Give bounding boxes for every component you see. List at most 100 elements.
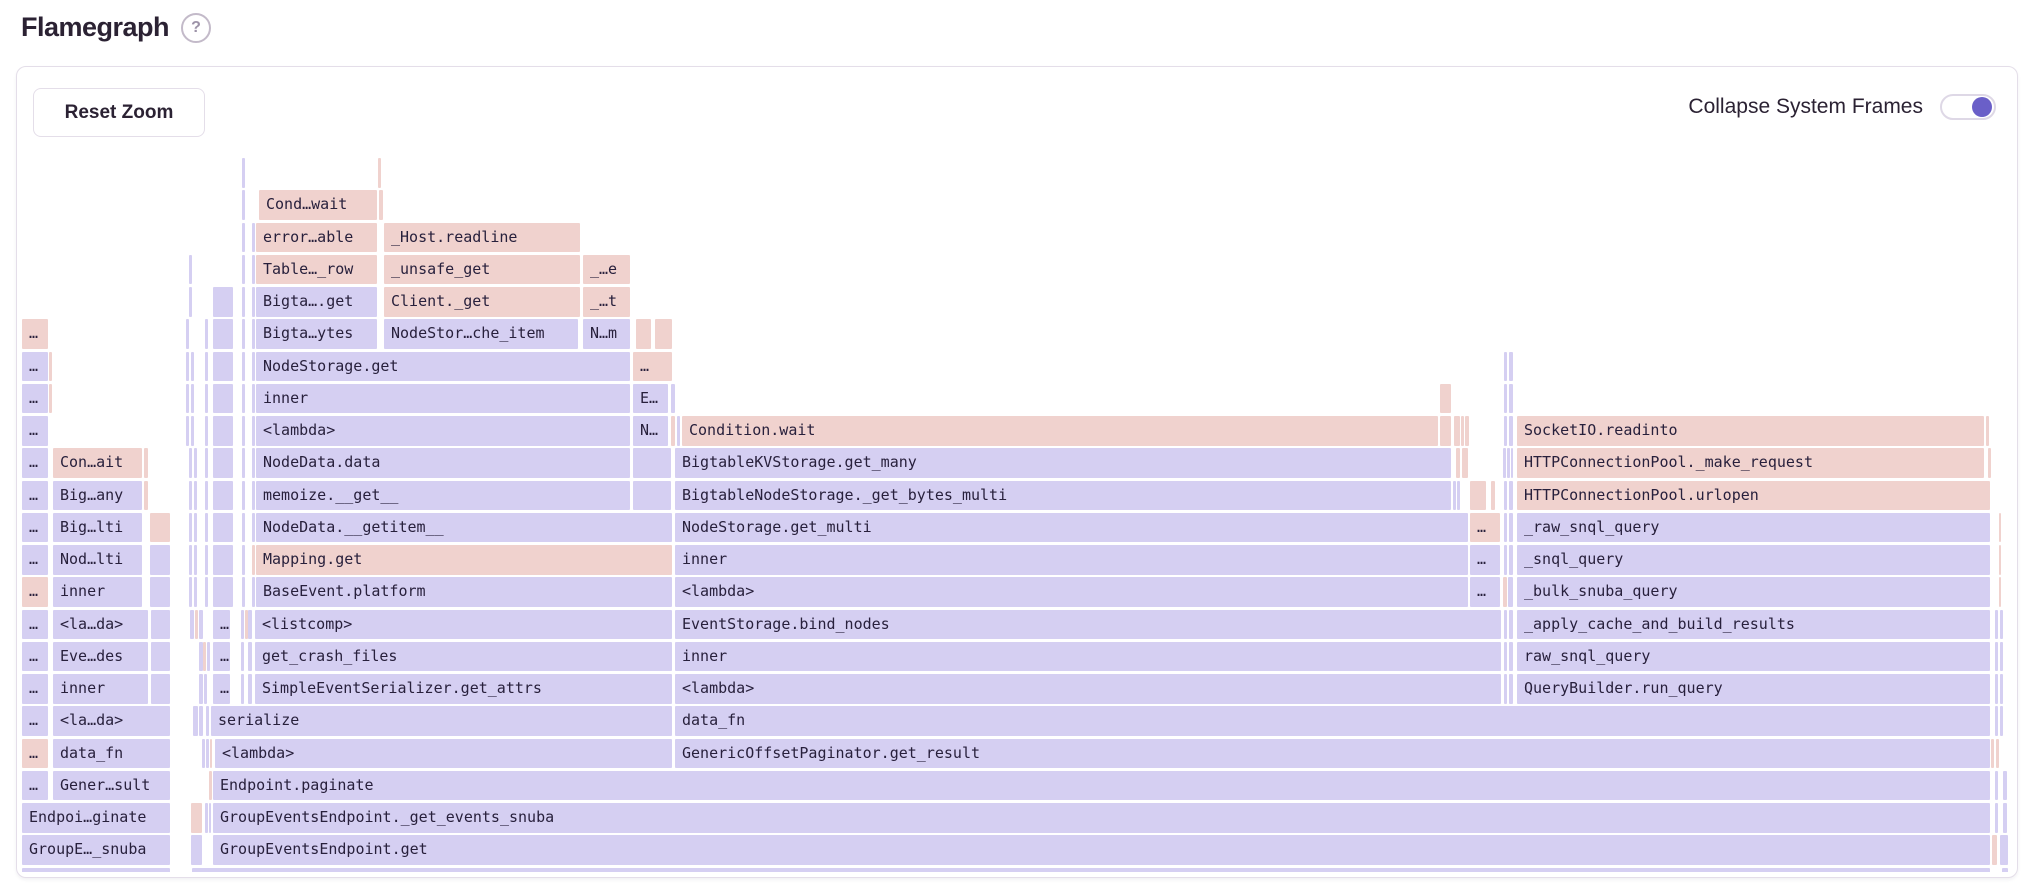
flame-bar[interactable]: [242, 222, 245, 252]
flame-bar[interactable]: [379, 190, 383, 220]
flame-bar[interactable]: [186, 351, 189, 381]
flame-bar[interactable]: [1995, 803, 1998, 833]
flame-bar[interactable]: [194, 480, 197, 510]
flame-bar[interactable]: [199, 674, 203, 704]
flame-bar[interactable]: …: [22, 480, 48, 510]
flame-bar[interactable]: [252, 222, 255, 252]
flame-bar[interactable]: …: [22, 351, 48, 381]
flame-bar[interactable]: [205, 383, 208, 414]
flame-bar[interactable]: GroupEventsEndpoint._get_events_snuba: [213, 803, 1990, 833]
flame-bar[interactable]: [194, 577, 197, 607]
flame-bar[interactable]: Big…lti: [53, 512, 142, 543]
flame-bar[interactable]: [671, 383, 675, 414]
flame-bar[interactable]: …: [22, 674, 48, 704]
collapse-system-frames-toggle[interactable]: [1940, 94, 1996, 120]
flame-bar[interactable]: [252, 287, 255, 317]
flame-bar[interactable]: raw_snql_query: [1517, 641, 1990, 672]
flame-bar[interactable]: [1995, 706, 1998, 736]
flame-bar[interactable]: [194, 512, 197, 543]
flame-bar[interactable]: [189, 577, 192, 607]
flame-bar[interactable]: [252, 416, 255, 446]
flame-bar[interactable]: [1461, 416, 1464, 446]
flame-bar[interactable]: Mapping.get: [256, 545, 672, 575]
flame-bar[interactable]: [242, 545, 245, 575]
flame-bar[interactable]: [150, 545, 170, 575]
flame-bar[interactable]: [252, 545, 255, 575]
flame-bar[interactable]: [1996, 738, 1999, 768]
flame-bar[interactable]: <lambda>: [675, 577, 1468, 607]
flame-bar[interactable]: [195, 609, 198, 639]
flame-bar[interactable]: [213, 383, 233, 414]
flame-bar[interactable]: [206, 738, 209, 768]
flame-bar[interactable]: [186, 383, 189, 414]
flame-bar[interactable]: [1470, 480, 1486, 510]
flame-bar[interactable]: data_fn: [675, 706, 1990, 736]
flame-bar[interactable]: [189, 545, 192, 575]
flame-bar[interactable]: <lambda>: [256, 416, 630, 446]
flame-bar[interactable]: …: [22, 383, 48, 414]
flame-bar[interactable]: …: [22, 545, 48, 575]
flame-bar[interactable]: [1456, 448, 1460, 478]
flame-bar[interactable]: …: [1470, 512, 1500, 543]
flame-bar[interactable]: [242, 287, 245, 317]
flame-bar[interactable]: [206, 706, 209, 736]
flame-bar[interactable]: [242, 383, 245, 414]
flame-bar[interactable]: [205, 512, 208, 543]
flame-bar[interactable]: EventStorage.bind_nodes: [675, 609, 1501, 639]
flame-bar[interactable]: [1504, 674, 1507, 704]
flame-bar[interactable]: [1454, 416, 1460, 446]
flame-bar[interactable]: <listcomp>: [255, 609, 672, 639]
flame-bar[interactable]: [213, 545, 233, 575]
flame-bar[interactable]: [671, 416, 675, 446]
flame-bar[interactable]: [1503, 577, 1507, 607]
flame-bar[interactable]: [213, 480, 233, 510]
flame-bar[interactable]: …: [633, 351, 672, 381]
flame-bar[interactable]: SocketIO.readinto: [1517, 416, 1984, 446]
flame-bar[interactable]: [2000, 674, 2003, 704]
flame-bar[interactable]: [144, 480, 148, 510]
flame-bar[interactable]: [1509, 351, 1513, 381]
flame-bar[interactable]: [1988, 448, 1991, 478]
flame-bar[interactable]: [248, 674, 252, 704]
flame-bar[interactable]: HTTPConnectionPool._make_request: [1517, 448, 1984, 478]
flame-bar[interactable]: [191, 803, 202, 833]
flame-bar[interactable]: [241, 641, 244, 672]
flame-bar[interactable]: [1504, 512, 1507, 543]
flame-bar[interactable]: [209, 770, 212, 801]
flame-bar[interactable]: [189, 512, 192, 543]
flame-bar[interactable]: [202, 738, 205, 768]
flame-bar[interactable]: …: [1470, 577, 1500, 607]
flame-bar[interactable]: [1509, 416, 1513, 446]
flame-bar[interactable]: [241, 674, 244, 704]
flame-bar[interactable]: [205, 351, 208, 381]
flame-bar[interactable]: NodeData.data: [256, 448, 630, 478]
flame-bar[interactable]: [1453, 480, 1456, 510]
flame-bar[interactable]: Endpoint.paginate: [213, 770, 1990, 801]
flame-bar[interactable]: [205, 577, 208, 607]
flame-bar[interactable]: [1995, 674, 1998, 704]
flame-bar[interactable]: [150, 577, 170, 607]
flame-bar[interactable]: [242, 190, 245, 220]
flame-bar[interactable]: [1504, 545, 1507, 575]
flame-bar[interactable]: [49, 383, 52, 414]
flame-bar[interactable]: …: [22, 577, 48, 607]
flame-bar[interactable]: N…: [633, 416, 668, 446]
flame-bar[interactable]: _snql_query: [1517, 545, 1990, 575]
flame-bar[interactable]: Bigta…ytes: [256, 319, 377, 349]
flame-bar[interactable]: [213, 448, 233, 478]
flame-bar[interactable]: [2000, 706, 2003, 736]
flame-bar[interactable]: <la…da>: [53, 609, 148, 639]
flame-bar[interactable]: GroupEventsEndpoint.get: [213, 835, 1990, 865]
flame-bar[interactable]: _…e: [583, 254, 630, 285]
flame-bar[interactable]: …: [22, 319, 48, 349]
flame-bar[interactable]: NodeData.__getitem__: [256, 512, 672, 543]
flame-bar[interactable]: data_fn: [53, 738, 170, 768]
flame-bar[interactable]: E…: [633, 383, 668, 414]
flame-bar[interactable]: error…able: [256, 222, 377, 252]
flame-bar[interactable]: [2003, 803, 2007, 833]
flame-bar[interactable]: [144, 448, 148, 478]
flame-bar[interactable]: …: [22, 416, 48, 446]
flame-bar[interactable]: [190, 609, 194, 639]
flame-bar[interactable]: BigtableNodeStorage._get_bytes_multi: [675, 480, 1451, 510]
